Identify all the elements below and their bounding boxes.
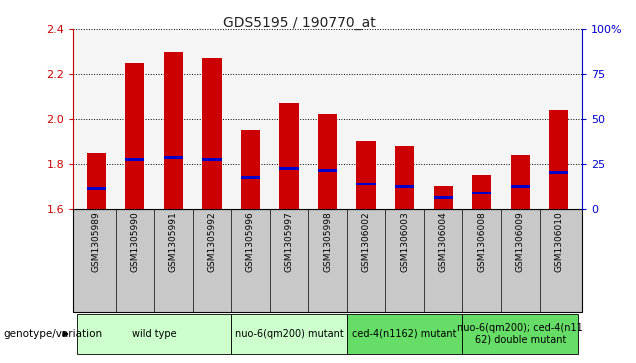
Bar xyxy=(125,158,144,161)
Bar xyxy=(318,114,337,209)
Text: genotype/variation: genotype/variation xyxy=(3,329,102,339)
Text: nuo-6(qm200); ced-4(n11
62) double mutant: nuo-6(qm200); ced-4(n11 62) double mutan… xyxy=(457,323,583,345)
Text: ced-4(n1162) mutant: ced-4(n1162) mutant xyxy=(352,329,457,339)
Text: wild type: wild type xyxy=(132,329,176,339)
Text: nuo-6(qm200) mutant: nuo-6(qm200) mutant xyxy=(235,329,343,339)
Text: GDS5195 / 190770_at: GDS5195 / 190770_at xyxy=(223,16,375,30)
Bar xyxy=(279,167,299,170)
Bar xyxy=(511,155,530,209)
Bar xyxy=(86,152,106,209)
Bar xyxy=(163,52,183,209)
Bar xyxy=(395,185,414,188)
Bar xyxy=(472,192,492,195)
Bar xyxy=(356,141,376,209)
Bar xyxy=(549,171,569,174)
Bar xyxy=(434,196,453,199)
Bar xyxy=(356,183,376,185)
Bar xyxy=(511,185,530,188)
Bar xyxy=(241,176,260,179)
Bar xyxy=(434,186,453,209)
Bar xyxy=(163,156,183,159)
Bar xyxy=(241,130,260,209)
Bar xyxy=(395,146,414,209)
Bar xyxy=(202,58,221,209)
Bar xyxy=(549,110,569,209)
Bar xyxy=(125,63,144,209)
Bar xyxy=(202,158,221,161)
Bar xyxy=(472,175,492,209)
Bar xyxy=(279,103,299,209)
Bar xyxy=(318,169,337,172)
Bar xyxy=(86,187,106,190)
